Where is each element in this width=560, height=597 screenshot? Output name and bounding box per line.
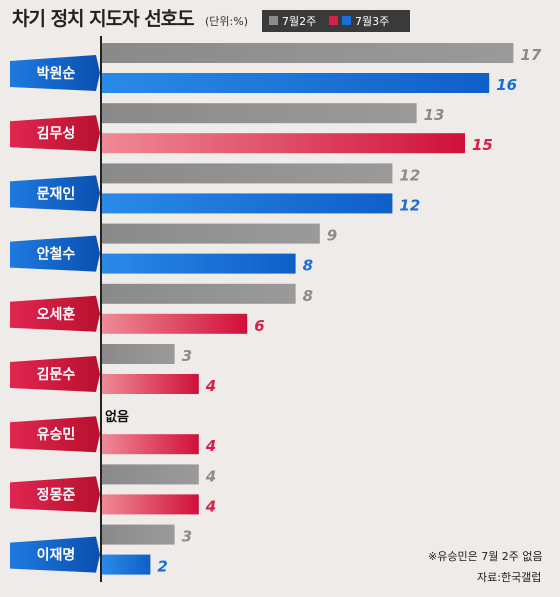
candidate-name: 정몽준 <box>37 486 76 503</box>
bar-jul2 <box>102 43 514 63</box>
data-label: 4 <box>205 437 216 455</box>
candidate-name: 김무성 <box>37 125 76 142</box>
bar-jul3 <box>102 374 199 394</box>
data-label: 17 <box>520 46 541 64</box>
bar-jul2 <box>102 163 393 184</box>
data-label: 12 <box>399 166 420 184</box>
bar-jul2 <box>102 223 320 244</box>
missing-label: 없음 <box>105 409 129 425</box>
data-label: 3 <box>182 528 192 546</box>
bar-jul2 <box>102 524 175 545</box>
data-label: 6 <box>254 317 264 335</box>
name-tag <box>10 416 100 453</box>
data-label: 16 <box>496 76 517 94</box>
data-label: 15 <box>472 136 493 154</box>
name-tag <box>10 536 100 573</box>
data-label: 2 <box>157 558 167 576</box>
bar-jul3 <box>102 133 465 154</box>
bar-jul3 <box>102 193 393 214</box>
unit-label: (단위:%) <box>205 15 248 28</box>
bar-jul3 <box>102 253 296 274</box>
candidate-name: 유승민 <box>37 426 76 443</box>
name-tag <box>10 55 100 91</box>
bar-jul2 <box>102 283 296 304</box>
name-tag <box>10 476 100 513</box>
data-label: 13 <box>424 106 445 124</box>
bar-jul2 <box>102 344 175 364</box>
data-label: 3 <box>182 347 192 365</box>
bar-jul3 <box>102 73 490 93</box>
chart-rows: 박원순1716김무성1315문재인1212안철수98오세훈86김문수34유승민없… <box>10 43 542 576</box>
legend-swatch-jul3-blue <box>342 16 351 25</box>
candidate-name: 이재명 <box>37 547 76 564</box>
source-note: 자료:한국갤럽 <box>477 570 541 584</box>
bar-jul3 <box>102 313 248 334</box>
data-label: 9 <box>327 227 337 245</box>
name-tag <box>10 235 100 272</box>
data-label: 4 <box>205 467 216 485</box>
chart-title: 차기 정치 지도자 선호도 <box>12 8 194 30</box>
name-tag <box>10 295 100 332</box>
data-label: 4 <box>205 377 216 395</box>
bar-jul3 <box>102 494 199 515</box>
bar-jul3 <box>102 434 199 455</box>
bar-jul3 <box>102 554 151 575</box>
name-tag <box>10 175 100 212</box>
data-label: 8 <box>303 287 313 305</box>
bar-jul2 <box>102 103 417 124</box>
candidate-name: 안철수 <box>37 246 76 263</box>
footnote: ※유승민은 7월 2주 없음 <box>428 550 543 563</box>
name-tag <box>10 115 100 152</box>
name-tag <box>10 356 100 392</box>
data-label: 4 <box>205 497 216 515</box>
legend-swatch-jul2 <box>269 16 278 25</box>
candidate-name: 박원순 <box>37 65 76 82</box>
legend-label-jul2: 7월2주 <box>282 15 316 28</box>
legend-swatch-jul3-red <box>329 16 338 25</box>
bar-jul2 <box>102 464 199 485</box>
candidate-name: 김문수 <box>37 366 76 383</box>
candidate-name: 문재인 <box>37 185 76 202</box>
data-label: 12 <box>399 196 420 214</box>
data-label: 8 <box>303 257 313 275</box>
legend-label-jul3: 7월3주 <box>355 15 389 28</box>
candidate-name: 오세훈 <box>37 306 76 323</box>
